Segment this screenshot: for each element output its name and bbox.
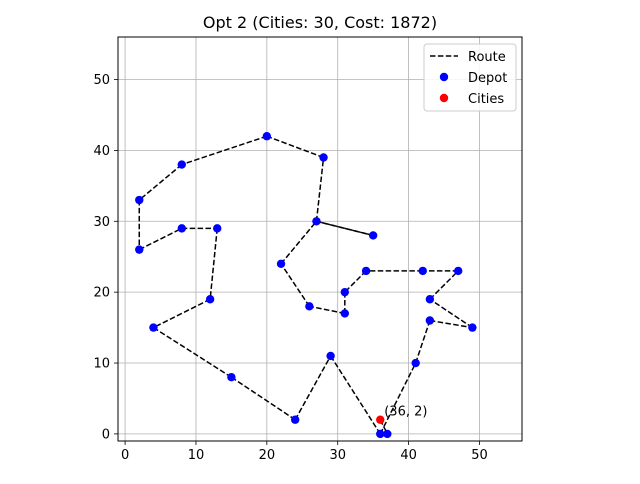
route-segment xyxy=(429,298,473,329)
depot-point xyxy=(383,429,392,439)
depot-point xyxy=(340,309,350,318)
city-point xyxy=(376,415,385,424)
axis-ticks: 0 10 20 30 40 50 0 10 20 30 40 50 xyxy=(93,73,487,463)
point-annotation: (36, 2) xyxy=(384,405,427,420)
depot-point xyxy=(361,266,371,276)
plot-frame xyxy=(117,36,523,442)
route-segment xyxy=(266,135,324,159)
x-tick-label: 50 xyxy=(471,448,488,463)
depot-point xyxy=(213,224,222,233)
depot-point xyxy=(468,323,477,332)
depot-point xyxy=(149,323,158,332)
legend-label: Cities xyxy=(468,92,504,107)
x-tick-label: 20 xyxy=(259,448,276,463)
depot-point xyxy=(205,295,215,304)
legend-marker-swatch xyxy=(439,72,449,82)
x-tick-label: 30 xyxy=(329,448,346,463)
y-tick-label: 0 xyxy=(102,427,110,442)
route-segment xyxy=(429,319,473,329)
route-segment xyxy=(138,164,183,201)
route-segment xyxy=(153,298,211,329)
route-segment xyxy=(294,355,332,421)
route-segment xyxy=(344,270,367,293)
depot-point xyxy=(326,351,335,361)
legend: Route Depot Cities xyxy=(423,43,517,112)
depot-point xyxy=(425,295,435,304)
depot-point xyxy=(418,266,427,276)
legend-box xyxy=(423,43,517,112)
depot-point xyxy=(276,259,286,269)
depot-point xyxy=(262,132,272,141)
x-tick-label: 0 xyxy=(121,448,129,463)
point-series xyxy=(135,132,477,439)
depot-point xyxy=(305,302,314,311)
depot-point xyxy=(177,224,186,233)
y-tick-label: 40 xyxy=(93,144,110,159)
route-segment xyxy=(315,157,325,222)
annotations: (36, 2) xyxy=(384,405,427,420)
chart-title: Opt 2 (Cities: 30, Cost: 1872) xyxy=(203,13,437,32)
depot-point xyxy=(290,415,300,424)
legend-label: Route xyxy=(468,50,506,65)
legend-marker-swatch xyxy=(439,93,449,103)
depot-point xyxy=(135,195,144,205)
route-segment xyxy=(379,362,417,435)
route-segment xyxy=(138,227,183,251)
route-segment xyxy=(429,270,459,300)
route-segment xyxy=(230,376,296,421)
route-segment xyxy=(153,326,232,378)
y-tick-label: 10 xyxy=(93,357,110,372)
route-segment xyxy=(280,263,310,307)
x-tick-label: 40 xyxy=(400,448,417,463)
route-series xyxy=(138,135,473,435)
y-tick-label: 30 xyxy=(93,215,110,230)
depot-point xyxy=(376,429,385,439)
depot-point xyxy=(177,160,186,169)
route-segment xyxy=(414,320,431,364)
route-segment xyxy=(209,228,218,300)
route-segment xyxy=(316,220,374,237)
depot-point xyxy=(368,231,378,240)
depot-point xyxy=(454,266,463,276)
y-tick-label: 50 xyxy=(93,73,110,88)
route-segment xyxy=(280,220,318,265)
depot-point xyxy=(411,358,420,368)
route-segment xyxy=(309,305,345,315)
depot-point xyxy=(340,287,350,297)
depot-point xyxy=(135,245,144,254)
legend-label: Depot xyxy=(468,71,507,86)
y-tick-label: 20 xyxy=(93,286,110,301)
depot-point xyxy=(227,373,236,382)
depot-point xyxy=(312,217,321,226)
depot-point xyxy=(319,153,328,162)
x-tick-label: 10 xyxy=(188,448,205,463)
route-segment xyxy=(181,135,268,166)
depot-point xyxy=(425,316,435,325)
